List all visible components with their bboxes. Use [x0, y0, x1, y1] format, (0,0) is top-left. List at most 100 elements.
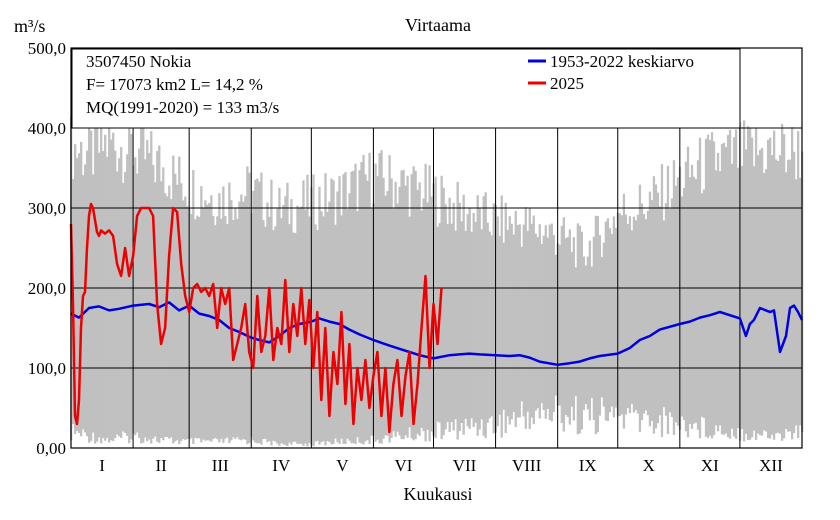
series-lines — [69, 202, 804, 434]
range-band-bar — [96, 127, 99, 442]
x-tick-label: VII — [453, 456, 477, 475]
range-band-bar — [584, 265, 588, 405]
range-band-bar — [790, 127, 794, 440]
range-band-bar — [312, 174, 315, 447]
range-band-bar — [152, 165, 155, 439]
range-band-bar — [460, 221, 463, 424]
range-band-bar — [470, 231, 473, 419]
range-band-bar — [346, 209, 349, 439]
range-band-bar — [596, 215, 600, 433]
range-band-bar — [128, 114, 131, 444]
legend-label-average: 1953-2022 keskiarvo — [550, 52, 694, 71]
range-band-bar — [482, 196, 485, 436]
range-band-bar — [292, 232, 295, 442]
x-tick-label: VIII — [512, 456, 542, 475]
range-band-bar — [360, 162, 363, 444]
range-band-bar — [520, 246, 523, 402]
range-band-bar — [120, 147, 123, 438]
range-band-bar — [298, 207, 301, 444]
range-band-bar — [226, 223, 229, 438]
range-band-bar — [524, 207, 527, 429]
range-band-bar — [416, 189, 419, 434]
range-band-bar — [700, 193, 704, 417]
range-band-bar — [648, 191, 652, 427]
range-band-bar — [92, 174, 95, 433]
range-band-bar — [630, 230, 634, 404]
range-band-bar — [182, 200, 185, 440]
range-band-bar — [222, 186, 225, 443]
x-tick-labels: I II III IV V VI VII VIII IX X XI XII — [99, 456, 783, 475]
range-band-bar — [204, 200, 207, 441]
range-band-bar — [172, 155, 175, 444]
range-band-bar — [362, 154, 365, 445]
range-band-bar — [642, 214, 646, 414]
range-band-bar — [554, 254, 557, 396]
series-line-average — [70, 301, 804, 367]
range-band-bar — [632, 216, 636, 413]
range-band-bar — [720, 143, 724, 435]
y-tick-label: 0,00 — [36, 439, 66, 458]
range-band-bar — [550, 223, 553, 422]
range-band-bar — [782, 134, 786, 439]
range-band-bar — [636, 214, 640, 414]
range-band-bar — [86, 150, 89, 437]
range-band-bar — [692, 176, 696, 424]
range-band-bar — [210, 195, 213, 442]
range-band-bar — [344, 172, 347, 444]
range-band-bar — [308, 216, 311, 443]
range-band-bar — [428, 165, 431, 442]
range-band-bar — [654, 184, 658, 429]
info-line-mq: MQ(1991-2020) = 133 m3/s — [86, 98, 279, 117]
range-band-bar — [628, 216, 632, 414]
range-band-bar — [184, 196, 187, 440]
range-band-bar — [408, 216, 411, 428]
range-band-bar — [378, 153, 381, 444]
range-band-bar — [238, 201, 241, 440]
range-band-bar — [240, 194, 243, 441]
range-band-bar — [724, 147, 728, 434]
range-band-bar — [192, 170, 195, 444]
x-tick-label: I — [99, 456, 105, 475]
range-band-bar — [576, 223, 579, 435]
range-band-bar — [134, 157, 137, 436]
range-band-bar — [754, 128, 758, 440]
range-band-bar — [586, 256, 590, 410]
range-band-bar — [388, 155, 391, 443]
range-band-bar — [756, 155, 760, 434]
range-band-bar — [534, 233, 537, 411]
range-band-bar — [694, 179, 698, 423]
range-band-bar — [462, 194, 465, 435]
range-band-bar — [136, 173, 139, 433]
range-band-bar — [90, 130, 93, 441]
range-band-bar — [772, 130, 776, 440]
range-band-bar — [376, 176, 379, 440]
range-band-bar — [646, 210, 650, 416]
range-band-bar — [762, 173, 766, 431]
range-band-bar — [726, 135, 730, 438]
range-band-bar — [634, 220, 638, 411]
range-band-bar — [436, 226, 439, 422]
range-band-bar — [448, 197, 451, 432]
range-band-bar — [252, 190, 255, 441]
range-band-bar — [742, 120, 746, 442]
range-band-bar — [324, 173, 327, 446]
range-band-bar — [650, 199, 654, 421]
range-band-bar — [688, 177, 692, 424]
range-band-bar — [582, 256, 585, 411]
range-band-bar — [564, 238, 567, 415]
range-band-bar — [118, 158, 121, 437]
range-band-bar — [500, 195, 503, 438]
range-band-bar — [194, 219, 197, 438]
range-band-bar — [566, 237, 569, 417]
range-band-bar — [778, 155, 782, 434]
range-band-bar — [776, 160, 780, 433]
range-band-bar — [146, 140, 149, 442]
range-band-bar — [98, 152, 101, 438]
range-band-bar — [542, 235, 545, 411]
range-band-bar — [248, 172, 251, 444]
range-band-bar — [594, 215, 598, 435]
range-band-bar — [684, 161, 688, 432]
range-band-bar — [798, 177, 802, 426]
range-band-bar — [664, 203, 668, 416]
range-band-bar — [668, 208, 672, 413]
